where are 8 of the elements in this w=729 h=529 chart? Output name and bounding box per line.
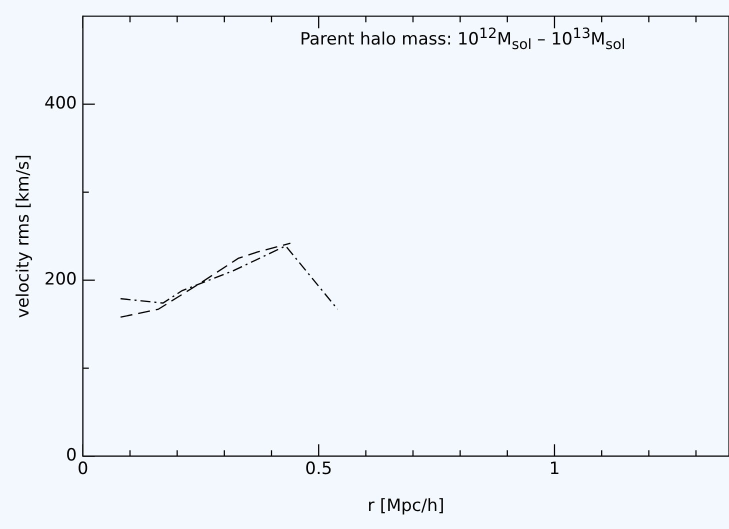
x-tick-label: 1 bbox=[549, 458, 560, 479]
y-tick-label: 200 bbox=[44, 270, 77, 290]
x-tick-label: 0.5 bbox=[305, 458, 332, 479]
text: Parent halo mass: 10$^{12}$M$_{sol}$ – 10$^{13}$M$_{sol}$ bbox=[300, 26, 626, 54]
y-tick-label: 0 bbox=[66, 446, 77, 466]
x-axis-title: r [Mpc/h] bbox=[367, 496, 444, 516]
y-tick-label: 400 bbox=[44, 94, 77, 114]
y-axis-title: velocity rms [km/s] bbox=[14, 154, 34, 318]
